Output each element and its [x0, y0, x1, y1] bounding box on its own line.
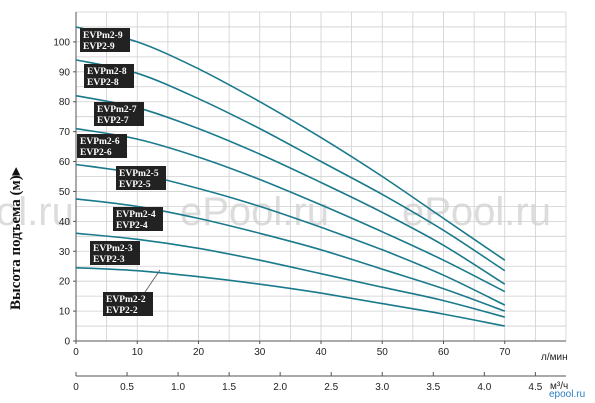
x2-tick-label: 4.0: [477, 382, 491, 393]
axes: [73, 12, 566, 377]
tick-labels: 0 10 20 30 40 50 60 70 0 10 20 30 40 50 60 70 80 90 100 0 0.…: [53, 37, 542, 393]
series-label-text: EVP2-3: [93, 255, 125, 265]
y-tick-label: 10: [59, 307, 71, 318]
y-tick-label: 40: [59, 217, 71, 228]
series-label-text: EVPm2-8: [87, 67, 127, 77]
x2-tick-label: 2.5: [324, 382, 338, 393]
series-label-box: [94, 102, 144, 126]
x2-tick-label: 4.5: [528, 382, 542, 393]
x2-tick-label: 1.5: [222, 382, 236, 393]
series-label-text: EVP2-6: [80, 148, 112, 158]
y-tick-label: 50: [59, 187, 71, 198]
series-label-text: EVPm2-7: [97, 105, 137, 115]
pump-curve-3: [75, 94, 506, 285]
series-label-box: [80, 28, 130, 52]
x-tick-label: 40: [315, 347, 327, 358]
series-label-text: EVPm2-4: [116, 210, 156, 220]
series-label-text: EVPm2-5: [119, 169, 159, 179]
grid: [76, 11, 567, 341]
series-label-box: [103, 292, 153, 316]
y-tick-label: 60: [59, 157, 71, 168]
series-label-text: EVP2-9: [83, 42, 115, 52]
x-tick-label: 60: [438, 347, 450, 358]
series-label-box: [90, 241, 140, 265]
x2-tick-label: 1.0: [171, 382, 185, 393]
x-axis-unit-label: л/мин: [541, 352, 568, 363]
watermark-text: ePool.ru: [402, 190, 551, 234]
series-label-box: [84, 64, 134, 88]
x-tick-label: 10: [132, 347, 144, 358]
pump-curve-8: [75, 266, 505, 327]
y-tick-label: 80: [59, 97, 71, 108]
pump-curve-2: [75, 59, 506, 272]
x2-tick-label: 0: [73, 382, 79, 393]
series-label-text: EVPm2-2: [106, 295, 146, 305]
x2-tick-label: 3.0: [375, 382, 389, 393]
y-tick-label: 30: [59, 247, 71, 258]
x-tick-label: 0: [73, 347, 79, 358]
x2-tick-label: 3.5: [426, 382, 440, 393]
x2-axis-unit-label: м³/ч: [550, 381, 568, 392]
pump-curve-1: [75, 26, 506, 261]
series-label-text: EVPm2-3: [93, 244, 133, 254]
y-tick-label: 70: [59, 127, 71, 138]
series-label-text: EVP2-7: [97, 116, 129, 126]
series-label-box: [116, 166, 166, 190]
x-tick-label: 70: [499, 347, 511, 358]
y-tick-label: 90: [59, 67, 71, 78]
x-tick-label: 20: [193, 347, 205, 358]
series-labels: EVPm2-9EVP2-9EVPm2-8EVP2-8EVPm2-7EVP2-7E…: [77, 28, 166, 316]
label-leader-line: [144, 269, 161, 293]
series-label-text: EVPm2-9: [83, 31, 123, 41]
series-label-text: EVP2-4: [116, 221, 148, 231]
y-tick-label: 20: [59, 277, 71, 288]
series-label-box: [77, 134, 127, 158]
x-tick-label: 50: [377, 347, 389, 358]
y-tick-label: 100: [53, 37, 70, 48]
y-tick-label: 0: [64, 337, 70, 348]
x-tick-label: 30: [254, 347, 266, 358]
series-label-text: EVP2-5: [119, 180, 151, 190]
watermark-text: ePool.ru: [180, 190, 329, 234]
series-label-text: EVP2-2: [106, 306, 138, 316]
series-label-box: [113, 207, 163, 231]
pump-curve-7: [75, 232, 506, 318]
pump-curve-4: [75, 127, 506, 293]
x2-tick-label: 2.0: [273, 382, 287, 393]
y-axis-label: Высота подъема (м)▸: [8, 166, 24, 310]
corner-watermark: epool.ru: [549, 389, 585, 400]
series-label-text: EVPm2-6: [80, 137, 120, 147]
watermark-text: ol.ru: [0, 190, 74, 234]
series-label-text: EVP2-8: [87, 78, 119, 88]
x2-tick-label: 0.5: [120, 382, 134, 393]
